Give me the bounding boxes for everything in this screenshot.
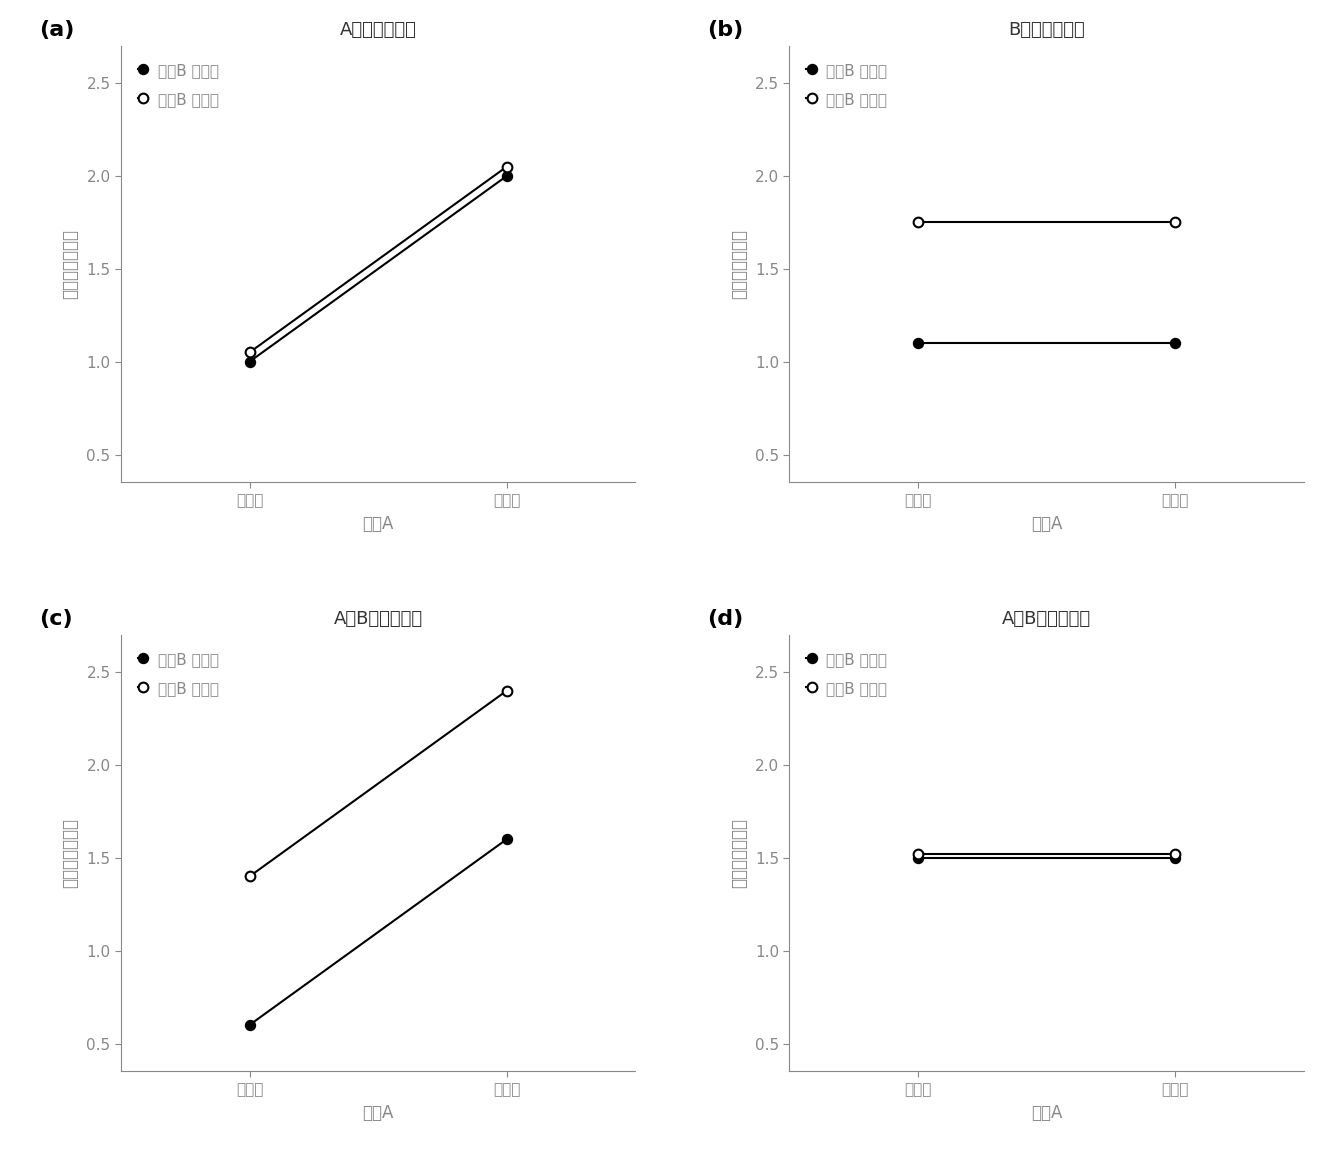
要因B 水渱２ [910, 847, 926, 861]
Text: (d): (d) [707, 609, 743, 629]
Line: 要因B 水渱１: 要因B 水渱１ [913, 339, 1180, 348]
要因B 水渱２ [242, 870, 258, 884]
Line: 要因B 水渱１: 要因B 水渱１ [913, 852, 1180, 863]
Y-axis label: グループ平均値: グループ平均値 [730, 229, 749, 300]
要因B 水渱２ [242, 346, 258, 359]
要因B 水渱１ [910, 851, 926, 865]
要因B 水渱１ [1167, 851, 1183, 865]
Text: (b): (b) [707, 20, 743, 40]
Line: 要因B 水渱１: 要因B 水渱１ [245, 172, 512, 366]
Line: 要因B 水渱２: 要因B 水渱２ [245, 685, 512, 881]
要因B 水渱１ [910, 336, 926, 350]
Text: (a): (a) [39, 20, 74, 40]
Y-axis label: グループ平均値: グループ平均値 [62, 229, 79, 300]
要因B 水渱１ [242, 1018, 258, 1032]
要因B 水渱２ [910, 215, 926, 229]
要因B 水渱２ [1167, 847, 1183, 861]
Title: AもBも効果あり: AもBも効果あり [333, 609, 422, 628]
Legend: 要因B 水渱１, 要因B 水渱２: 要因B 水渱１, 要因B 水渱２ [797, 54, 896, 116]
要因B 水渱２ [499, 160, 515, 174]
要因B 水渱１ [499, 833, 515, 847]
要因B 水渱１ [499, 169, 515, 183]
X-axis label: 要因A: 要因A [363, 1104, 394, 1122]
Text: (c): (c) [39, 609, 73, 629]
Legend: 要因B 水渱１, 要因B 水渱２: 要因B 水渱１, 要因B 水渱２ [129, 643, 227, 705]
要因B 水渱１ [242, 355, 258, 369]
Title: Bのみ効果あり: Bのみ効果あり [1008, 21, 1085, 39]
Line: 要因B 水渱２: 要因B 水渱２ [245, 162, 512, 357]
Legend: 要因B 水渱１, 要因B 水渱２: 要因B 水渱１, 要因B 水渱２ [797, 643, 896, 705]
X-axis label: 要因A: 要因A [1031, 515, 1062, 532]
Y-axis label: グループ平均値: グループ平均値 [62, 818, 79, 888]
要因B 水渱２ [1167, 215, 1183, 229]
Line: 要因B 水渱２: 要因B 水渱２ [913, 849, 1180, 859]
Title: Aのみ効果あり: Aのみ効果あり [340, 21, 417, 39]
要因B 水渱２ [499, 684, 515, 698]
X-axis label: 要因A: 要因A [1031, 1104, 1062, 1122]
Line: 要因B 水渱１: 要因B 水渱１ [245, 834, 512, 1030]
Line: 要因B 水渱２: 要因B 水渱２ [913, 218, 1180, 227]
要因B 水渱１ [1167, 336, 1183, 350]
Y-axis label: グループ平均値: グループ平均値 [730, 818, 749, 888]
X-axis label: 要因A: 要因A [363, 515, 394, 532]
Title: AもBも効果なし: AもBも効果なし [1003, 609, 1091, 628]
Legend: 要因B 水渱１, 要因B 水渱２: 要因B 水渱１, 要因B 水渱２ [129, 54, 227, 116]
